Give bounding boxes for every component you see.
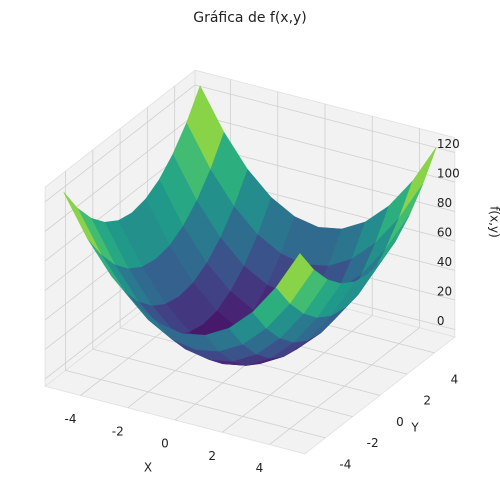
y-axis-label: Y	[410, 421, 419, 435]
x-tick-label: 0	[161, 437, 169, 451]
z-tick-label: 60	[437, 225, 452, 239]
y-tick-label: -4	[339, 457, 351, 471]
x-tick-label: 2	[208, 449, 216, 463]
surface	[63, 85, 437, 366]
y-tick-label: -2	[367, 436, 379, 450]
x-axis-label: X	[144, 461, 152, 475]
z-tick-label: 120	[437, 137, 460, 151]
z-tick-label: 20	[437, 284, 452, 298]
x-tick-label: 4	[256, 461, 264, 475]
chart-title: Gráfica de f(x,y)	[193, 10, 307, 26]
z-tick-label: 80	[437, 196, 452, 210]
surface-patch	[275, 253, 314, 304]
z-tick-label: 0	[437, 314, 445, 328]
grid-line	[44, 114, 196, 232]
grid-line	[65, 369, 326, 439]
grid-line	[194, 84, 456, 153]
y-tick-label: 2	[423, 394, 431, 408]
grid-line	[194, 114, 456, 183]
z-tick-label: 40	[437, 255, 452, 269]
z-axis-label: f(x,y)	[488, 206, 500, 238]
y-tick-label: 0	[396, 415, 404, 429]
x-tick-label: -2	[112, 424, 124, 438]
grid-line	[44, 84, 196, 203]
grid-line	[92, 348, 353, 417]
y-tick-label: 4	[451, 372, 459, 386]
surface-patch	[63, 192, 102, 255]
z-tick-label: 100	[437, 166, 460, 180]
x-tick-label: -4	[65, 412, 77, 426]
